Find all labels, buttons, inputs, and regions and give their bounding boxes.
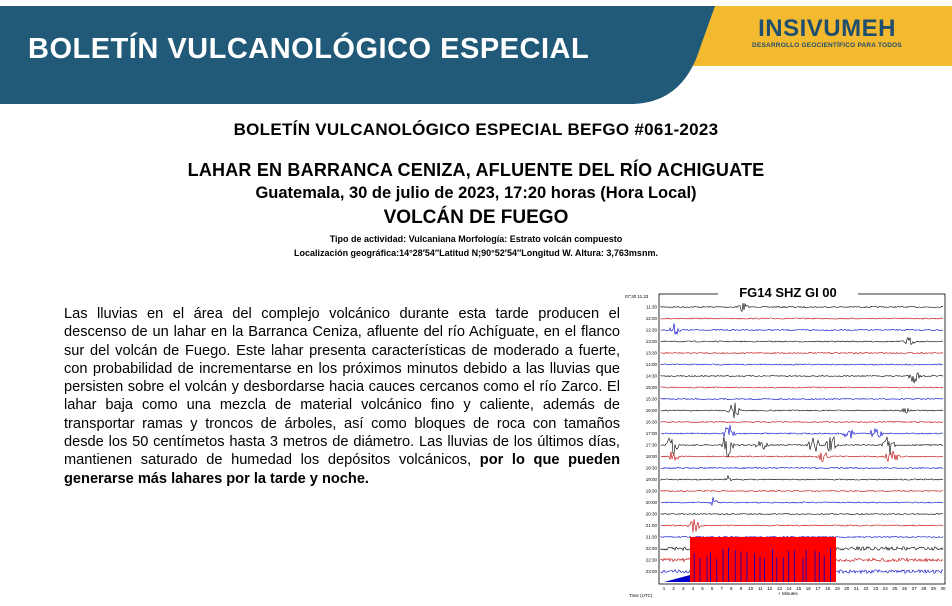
time-label: 19:30 (646, 489, 658, 494)
seismic-trace (660, 436, 944, 458)
time-label: 17:30 (646, 443, 658, 448)
time-label: 21:30 (646, 535, 658, 540)
seismic-trace (660, 497, 944, 506)
x-tick-label: 10 (748, 586, 754, 591)
time-label: 20:00 (646, 500, 658, 505)
time-label: 22:30 (646, 558, 658, 563)
x-tick-label: 22 (863, 586, 869, 591)
seismic-trace (660, 466, 944, 470)
time-label: 15:30 (646, 397, 658, 402)
x-tick-label: 17 (815, 586, 821, 591)
time-label: 15:00 (646, 385, 658, 390)
x-tick-label: 1 (663, 586, 666, 591)
time-label: 16:30 (646, 420, 658, 425)
station-label: FG14 SHZ GI 00 (739, 285, 837, 300)
lahar-onset (664, 575, 690, 582)
seismic-trace (660, 450, 944, 463)
x-tick-label: 3 (682, 586, 685, 591)
x-tick-label: 4 (692, 586, 695, 591)
time-label: 18:00 (646, 454, 658, 459)
time-label: 18:30 (646, 466, 658, 471)
x-tick-label: 25 (892, 586, 898, 591)
seismic-trace (660, 420, 944, 424)
bulletin-body: Las lluvias en el área del complejo volc… (64, 305, 620, 488)
banner-title: BOLETÍN VULCANOLÓGICO ESPECIAL (28, 33, 590, 65)
volcano-name: VOLCÁN DE FUEGO (383, 207, 569, 228)
x-tick-label: 20 (844, 586, 850, 591)
insivumeh-logo: INSIVUMEH DESARROLLO GEOCIENTÍFICO PARA … (732, 15, 922, 50)
time-label: 17:00 (646, 431, 658, 436)
x-tick-label: 23 (873, 586, 879, 591)
seismic-trace (660, 302, 944, 313)
x-tick-label: 7 (720, 586, 723, 591)
seismic-trace (660, 351, 944, 355)
seismic-trace (660, 323, 944, 336)
x-tick-label: 15 (796, 586, 802, 591)
x-tick-label: 9 (740, 586, 743, 591)
body-paragraph: Las lluvias en el área del complejo volc… (64, 306, 620, 469)
x-tick-label: 13 (777, 586, 783, 591)
x-tick-label: 18 (825, 586, 831, 591)
x-tick-label: 16 (806, 586, 812, 591)
time-label: 23:00 (646, 569, 658, 574)
time-label: 11:30 (646, 305, 657, 310)
seismic-trace (660, 386, 944, 389)
date-line: Guatemala, 30 de julio de 2023, 17:20 ho… (255, 184, 697, 202)
time-label: 20:30 (646, 512, 658, 517)
seismic-trace (660, 474, 943, 482)
seismic-trace (660, 535, 944, 538)
logo-tagline: DESARROLLO GEOCIENTÍFICO PARA TODOS (752, 42, 902, 49)
time-label: 19:00 (646, 477, 658, 482)
seismic-trace (660, 489, 944, 493)
x-tick-label: 6 (711, 586, 714, 591)
seismic-trace (660, 402, 944, 419)
x-tick-label: 24 (883, 586, 889, 591)
seismic-trace (660, 519, 944, 533)
seismogram: 11:30 12:00 12:30 13:00 13:30 14:00 14:30 15:00… (624, 285, 946, 601)
seismic-trace (660, 317, 944, 320)
x-tick-label: 29 (931, 586, 937, 591)
event-title: LAHAR EN BARRANCA CENIZA, AFLUENTE DEL R… (187, 160, 765, 180)
x-tick-label: 21 (854, 586, 860, 591)
x-tick-label: 30 (940, 586, 946, 591)
time-label: 22:00 (646, 546, 658, 551)
x-tick-label: 12 (767, 586, 773, 591)
logo-name: INSIVUMEH (758, 15, 896, 42)
time-label: 14:00 (646, 362, 658, 367)
lahar-saturation (690, 537, 836, 582)
seismic-trace (660, 512, 943, 515)
x-tick-label: 8 (730, 586, 733, 591)
body-emphasis: por lo que pueden generarse más lahares … (64, 452, 620, 487)
time-label: 13:30 (646, 351, 658, 356)
x-tick-label: 14 (787, 586, 793, 591)
geographic-location: Localización geográfica:14°28′54″Latitud… (294, 248, 658, 258)
x-tick-label: 27 (912, 586, 918, 591)
x-axis-label: + Minutes (778, 591, 798, 596)
header-banner: BOLETÍN VULCANOLÓGICO ESPECIAL INSIVUMEH… (0, 0, 952, 104)
seismic-trace (660, 363, 944, 366)
seismo-header-left: 07:30 11.33 (625, 294, 649, 299)
seismic-trace (660, 372, 944, 384)
banner-shape (0, 6, 952, 104)
x-tick-label: 11 (758, 586, 763, 591)
y-axis-label: Time (UTC) (629, 593, 653, 598)
time-label: 21:00 (646, 523, 658, 528)
time-label: 13:00 (646, 339, 658, 344)
bulletin-id: BOLETÍN VULCANOLÓGICO ESPECIAL BEFGO #06… (233, 120, 719, 139)
seismic-trace (660, 336, 944, 346)
seismogram-plot: 11:30 12:00 12:30 13:00 13:30 14:00 14:30 15:00… (625, 285, 946, 598)
x-tick-label: 28 (921, 586, 927, 591)
x-tick-label: 2 (672, 586, 675, 591)
seismic-trace (660, 397, 944, 401)
time-label: 14:30 (646, 374, 658, 379)
x-tick-label: 5 (701, 586, 704, 591)
x-tick-label: 26 (902, 586, 908, 591)
time-label: 16:00 (646, 408, 658, 413)
activity-type: Tipo de actividad: Vulcaniana Morfología… (329, 234, 623, 244)
seismic-trace (660, 424, 944, 439)
time-label: 12:30 (646, 328, 658, 333)
x-tick-label: 19 (835, 586, 841, 591)
time-label: 12:00 (646, 316, 658, 321)
